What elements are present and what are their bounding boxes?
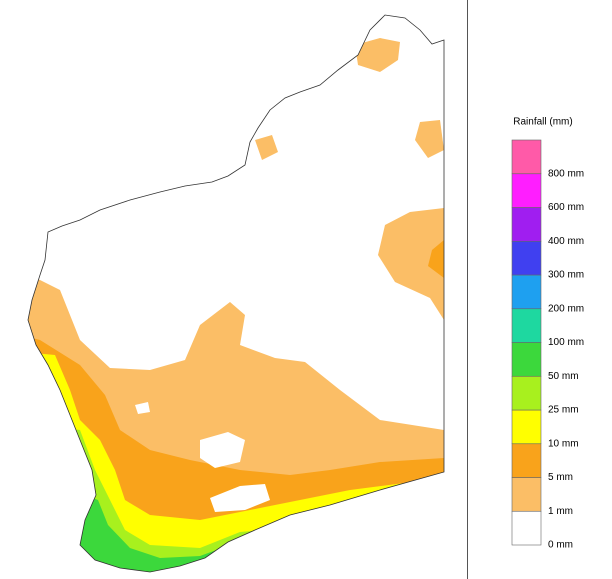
legend: 0 mm 1 mm 5 mm 10 mm 25 mm 50 mm 100 mm 200 mm 3… — [511, 139, 584, 551]
legend-label: 800 mm — [548, 168, 584, 179]
legend-swatch — [511, 173, 542, 208]
legend-swatch — [511, 342, 542, 377]
legend-swatch — [511, 375, 542, 411]
legend-swatch — [511, 207, 542, 242]
legend-swatch — [511, 510, 542, 546]
legend-title: Rainfall (mm) — [513, 117, 572, 128]
legend-label: 5 mm — [548, 472, 573, 483]
legend-swatch — [511, 443, 542, 478]
legend-label: 25 mm — [548, 405, 579, 416]
legend-label: 300 mm — [548, 270, 584, 281]
legend-label: 200 mm — [548, 303, 584, 314]
legend-swatch — [511, 139, 542, 175]
legend-swatch — [511, 477, 542, 512]
legend-swatch — [511, 308, 542, 343]
legend-label: 10 mm — [548, 438, 579, 449]
legend-label: 400 mm — [548, 236, 584, 247]
legend-swatch — [511, 409, 542, 445]
legend-label: 0 mm — [548, 540, 573, 551]
legend-swatch — [511, 240, 542, 276]
legend-label: 1 mm — [548, 506, 573, 517]
legend-label: 50 mm — [548, 371, 579, 382]
rainfall-areas — [28, 38, 444, 572]
legend-label: 100 mm — [548, 337, 584, 348]
legend-swatch — [511, 274, 542, 310]
legend-label: 600 mm — [548, 202, 584, 213]
